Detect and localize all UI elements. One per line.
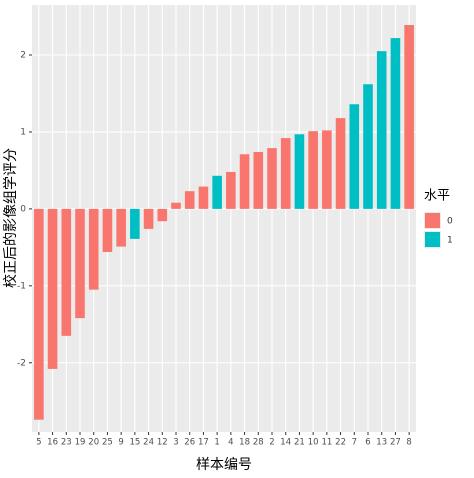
bar <box>404 25 414 209</box>
y-tick-label: -1 <box>17 281 26 291</box>
bar <box>280 138 291 209</box>
bar <box>212 175 222 209</box>
x-tick-label: 13 <box>376 438 387 448</box>
x-tick-label: 14 <box>280 438 291 448</box>
x-tick-label: 5 <box>36 438 41 448</box>
x-tick-label: 19 <box>75 438 86 448</box>
bar <box>61 208 72 336</box>
bar <box>157 208 168 222</box>
x-tick-label: 16 <box>47 438 58 448</box>
bar <box>322 130 332 209</box>
bar <box>349 104 360 209</box>
bar <box>294 134 305 209</box>
bar <box>363 84 373 209</box>
x-tick-label: 17 <box>198 438 209 448</box>
x-tick-label: 26 <box>184 438 195 448</box>
bar <box>171 202 181 209</box>
x-tick-label: 21 <box>294 438 305 448</box>
legend-title: 水平 <box>424 189 450 204</box>
bar <box>267 148 277 209</box>
bar <box>226 171 236 209</box>
x-tick-label: 2 <box>269 438 274 448</box>
bar <box>47 208 58 369</box>
bar <box>88 208 99 290</box>
legend-swatch <box>425 232 440 247</box>
x-tick-label: 15 <box>129 438 140 448</box>
x-tick-label: 9 <box>118 438 123 448</box>
x-tick-label: 22 <box>335 438 346 448</box>
y-tick-label: 1 <box>20 127 26 137</box>
x-axis-title: 样本编号 <box>196 457 252 473</box>
x-tick-label: 1 <box>214 438 219 448</box>
x-tick-label: 18 <box>239 438 250 448</box>
bar <box>130 208 140 239</box>
bar <box>335 118 346 209</box>
x-tick-label: 4 <box>228 438 233 448</box>
bar <box>184 191 195 209</box>
x-tick-label: 23 <box>61 438 72 448</box>
legend-label: 0 <box>447 217 453 227</box>
x-tick-label: 7 <box>352 438 357 448</box>
x-tick-label: 20 <box>88 438 99 448</box>
bar <box>390 38 401 209</box>
x-tick-label: 6 <box>365 438 370 448</box>
bar <box>376 51 387 209</box>
bar <box>308 131 318 209</box>
x-tick-label: 25 <box>102 438 113 448</box>
x-tick-label: 8 <box>406 438 411 448</box>
x-tick-label: 28 <box>253 438 264 448</box>
x-tick-label: 27 <box>390 438 401 448</box>
y-tick-label: 2 <box>20 51 26 61</box>
y-axis-title: 校正后的影像组学评分 <box>2 148 19 288</box>
x-tick-label: 10 <box>308 438 319 448</box>
x-tick-label: 11 <box>321 438 332 448</box>
legend-label: 1 <box>447 236 453 246</box>
bar <box>34 208 44 420</box>
bar <box>116 208 126 247</box>
y-tick-label: 0 <box>20 204 26 214</box>
y-tick-label: -2 <box>17 358 26 368</box>
bar <box>143 208 154 229</box>
x-tick-label: 24 <box>143 438 154 448</box>
bar <box>102 208 113 252</box>
bar <box>253 151 264 209</box>
bar <box>239 154 250 209</box>
x-tick-label: 3 <box>173 438 178 448</box>
x-tick-label: 12 <box>157 438 168 448</box>
bar <box>198 186 209 209</box>
bar <box>75 208 85 319</box>
legend-swatch <box>425 213 440 228</box>
